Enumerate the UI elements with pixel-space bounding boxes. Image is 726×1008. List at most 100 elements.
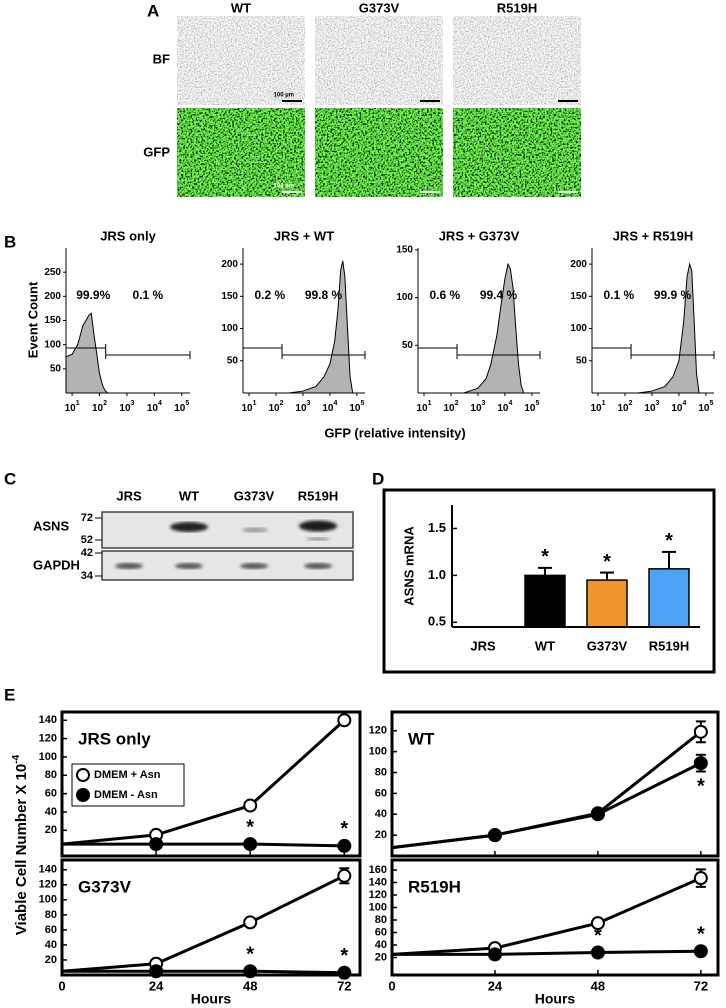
- x-tick-label: 0: [388, 978, 395, 993]
- x-tick-label: 103: [644, 400, 659, 414]
- x-tick-label-exponent: 2: [455, 400, 459, 407]
- bf-image: [315, 16, 443, 105]
- panel-c: JRS WT G373V R519H ASNS GAPDH 72 52 42 3…: [33, 488, 354, 582]
- x-tick-label-exponent: 4: [158, 400, 162, 407]
- series-line: [391, 730, 702, 850]
- y-tick-label: 100: [44, 339, 61, 350]
- y-tick-label: 60: [45, 788, 57, 800]
- x-tick-label: 101: [65, 400, 80, 414]
- bar: [648, 568, 690, 628]
- y-tick-label: 50: [576, 355, 588, 366]
- histogram-line: [65, 312, 109, 394]
- y-tick-label: 60: [45, 924, 57, 936]
- band: [240, 563, 268, 569]
- significance: *: [541, 546, 549, 568]
- y-axis-label: Event Count: [25, 281, 40, 358]
- x-tick-label: 103: [295, 400, 310, 414]
- point: [590, 807, 605, 822]
- row-label: GFP: [143, 144, 170, 159]
- point: [243, 798, 258, 813]
- lane-label: WT: [179, 488, 199, 503]
- x-tick-label: 0: [58, 978, 65, 993]
- x-axis-label: Hours: [535, 991, 576, 1007]
- y-tick-label: 250: [44, 267, 61, 278]
- size-marker: 72: [81, 512, 93, 524]
- chart-title: R519H: [408, 877, 461, 896]
- bar: [586, 579, 628, 628]
- point: [243, 915, 258, 930]
- y-axis-label-base: Viable Cell Number X 10: [13, 764, 30, 935]
- x-tick-label-exponent: 4: [334, 400, 338, 407]
- significance: *: [246, 944, 254, 966]
- significance: *: [340, 945, 348, 967]
- bf-image: [177, 16, 305, 105]
- point: [590, 945, 605, 960]
- y-tick-label: 120: [39, 879, 57, 891]
- band: [304, 563, 332, 569]
- y-tick-label: 200: [221, 259, 238, 270]
- point: [693, 871, 708, 886]
- x-tick-label-base: 10: [349, 403, 361, 414]
- y-tick-label: 120: [369, 889, 387, 901]
- gate-percent: 99.9 %: [654, 288, 692, 302]
- y-tick-label: 200: [570, 259, 587, 270]
- x-tick-label-exponent: 2: [103, 400, 107, 407]
- y-tick-label: 100: [39, 894, 57, 906]
- x-tick-label-base: 10: [497, 403, 509, 414]
- y-tick-label: 100: [396, 292, 413, 303]
- row-label: GAPDH: [33, 557, 80, 572]
- y-tick-label: 80: [375, 914, 387, 926]
- y-tick-label: 100: [221, 323, 238, 334]
- x-tick-label: 48: [243, 978, 257, 993]
- significance: *: [594, 925, 602, 947]
- point: [337, 868, 352, 883]
- gfp-image: [177, 108, 305, 197]
- panel-letter: A: [147, 1, 159, 20]
- column-label: WT: [231, 0, 251, 15]
- x-tick-label-exponent: 5: [360, 400, 364, 407]
- x-tick-label-exponent: 2: [280, 400, 284, 407]
- point: [693, 756, 708, 771]
- histogram-line: [463, 262, 525, 394]
- y-tick-label: 40: [375, 939, 387, 951]
- lane-label: R519H: [298, 488, 338, 503]
- y-tick-label: 0.5: [428, 614, 446, 629]
- x-tick-label: 104: [147, 400, 162, 414]
- series-line: [392, 949, 701, 956]
- x-tick-label-base: 10: [671, 403, 683, 414]
- point: [337, 965, 352, 980]
- y-tick-label: 160: [369, 864, 387, 876]
- x-tick-label: 102: [443, 400, 458, 414]
- gate-percent: 0.6 %: [429, 288, 460, 302]
- x-tick-label: 72: [337, 978, 351, 993]
- x-tick-label: 104: [322, 400, 337, 414]
- area-fill: [637, 264, 700, 393]
- band: [299, 520, 337, 532]
- point: [693, 944, 708, 959]
- x-tick-label: 72: [694, 978, 708, 993]
- plot-frame: [60, 710, 362, 858]
- chart-title: WT: [408, 729, 435, 748]
- x-tick-label-exponent: 5: [535, 400, 539, 407]
- x-tick-label: 105: [174, 400, 189, 414]
- y-tick-label: 20: [375, 951, 387, 963]
- y-tick-label: 50: [402, 340, 414, 351]
- legend-label: DMEM - Asn: [94, 789, 158, 801]
- significance: *: [603, 551, 611, 573]
- band: [175, 563, 203, 569]
- bar: [524, 574, 566, 628]
- significance: *: [697, 775, 705, 797]
- y-tick-label: 50: [227, 355, 239, 366]
- y-tick-label: 80: [45, 769, 57, 781]
- y-tick-label: 140: [39, 864, 57, 876]
- x-tick-label-base: 10: [295, 403, 307, 414]
- x-tick-label: G373V: [587, 638, 628, 653]
- series-line: [62, 842, 345, 848]
- legend-label: DMEM + Asn: [94, 769, 161, 781]
- panel-letter: C: [4, 469, 16, 488]
- x-tick-label-exponent: 3: [131, 400, 135, 407]
- x-tick-label: JRS: [470, 638, 496, 653]
- x-tick-label: 102: [92, 400, 107, 414]
- x-tick-label-base: 10: [590, 403, 602, 414]
